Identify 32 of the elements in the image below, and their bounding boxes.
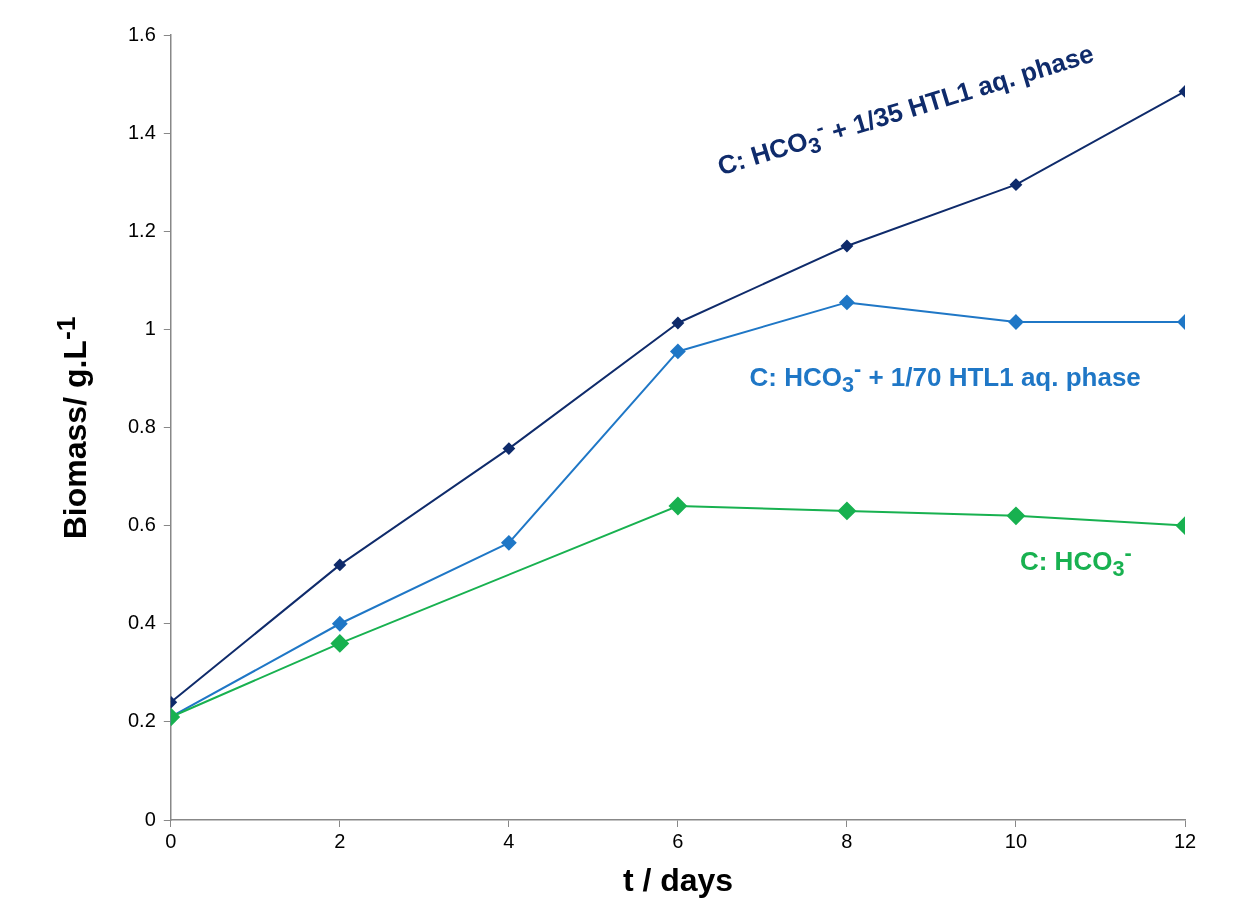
x-axis-title: t / days <box>622 862 734 899</box>
point <box>668 497 687 515</box>
point <box>670 343 686 359</box>
y-tick-label: 1 <box>144 316 156 339</box>
y-tick-label: 0.8 <box>127 415 156 438</box>
point <box>501 535 517 551</box>
x-tick-label: 12 <box>1173 829 1197 852</box>
point <box>1006 506 1025 525</box>
y-tick-label: 0.6 <box>127 513 156 536</box>
point <box>330 634 349 653</box>
x-tick-label: 6 <box>672 829 684 852</box>
point <box>839 294 855 310</box>
point <box>840 239 853 252</box>
point <box>837 501 856 520</box>
x-tick-label: 10 <box>1004 829 1028 852</box>
point <box>332 616 348 632</box>
y-tick-label: 1.2 <box>127 218 156 241</box>
x-tick-label: 0 <box>165 829 177 852</box>
point <box>502 442 515 455</box>
y-tick-label: 1.4 <box>127 120 156 143</box>
x-tick-label: 2 <box>334 829 346 852</box>
y-tick-label: 0 <box>144 807 156 830</box>
x-tick-label: 8 <box>841 829 853 852</box>
point <box>1009 178 1022 191</box>
point <box>1008 314 1024 330</box>
y-tick-label: 0.4 <box>127 611 156 634</box>
point <box>333 558 346 571</box>
point <box>671 317 684 329</box>
series-label: C: HCO$_{3}$$^{-}$ + 1/70 HTL1 aq. phase <box>749 356 1141 398</box>
x-tick-label: 4 <box>503 829 515 852</box>
y-tick-label: 1.6 <box>127 22 156 45</box>
y-tick-label: 0.2 <box>127 709 156 732</box>
